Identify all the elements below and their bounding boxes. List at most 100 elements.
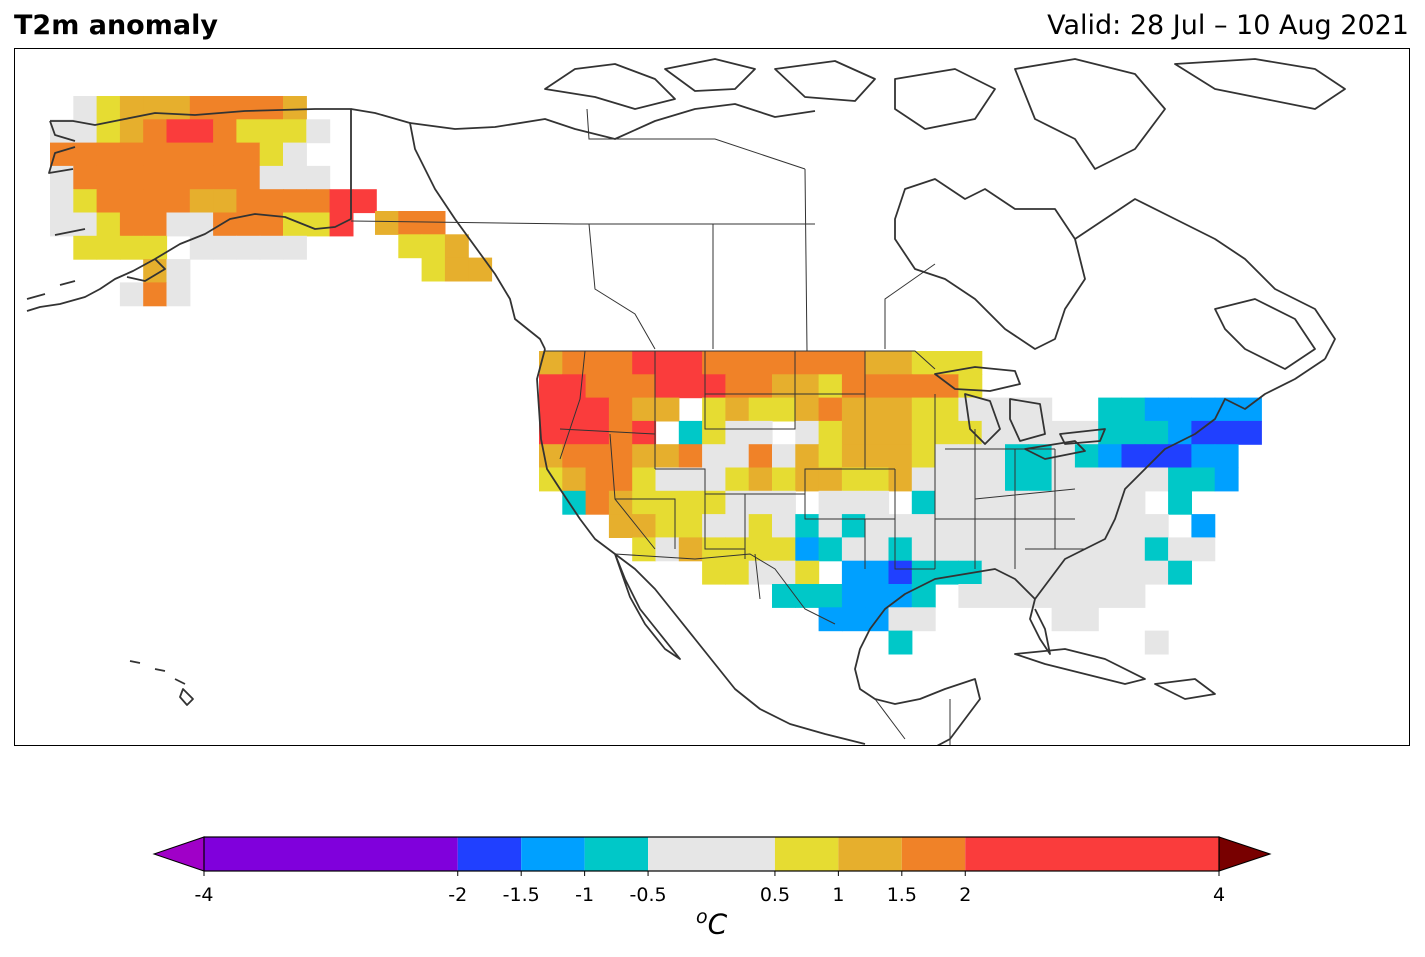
anomaly-cell bbox=[585, 420, 610, 445]
anomaly-cell bbox=[283, 165, 307, 190]
anomaly-cell bbox=[585, 351, 610, 375]
anomaly-cell bbox=[841, 351, 866, 375]
colorbar-bins bbox=[204, 837, 1219, 871]
anomaly-cell bbox=[306, 119, 331, 144]
anomaly-cell bbox=[632, 490, 657, 515]
anomaly-cell bbox=[795, 467, 820, 492]
anomaly-cell bbox=[725, 467, 750, 492]
anomaly-cell bbox=[632, 420, 657, 445]
anomaly-cell bbox=[259, 96, 284, 120]
unit-degree-symbol: o bbox=[696, 906, 708, 928]
anomaly-cell bbox=[236, 212, 261, 237]
anomaly-cell bbox=[213, 235, 237, 260]
anomaly-cell bbox=[818, 467, 843, 492]
anomaly-cell bbox=[865, 514, 890, 538]
anomaly-cell bbox=[678, 420, 703, 445]
anomaly-cell bbox=[213, 142, 237, 167]
anomaly-cell bbox=[398, 234, 423, 259]
anomaly-cell bbox=[562, 351, 587, 375]
anomaly-cell bbox=[468, 257, 493, 282]
anomaly-cell bbox=[562, 397, 587, 422]
colorbar-bin bbox=[901, 837, 966, 871]
anomaly-cell bbox=[1144, 397, 1169, 422]
anomaly-cell bbox=[1121, 514, 1146, 538]
colorbar-tick-label: 1.5 bbox=[886, 884, 917, 906]
colorbar-bin bbox=[521, 837, 585, 871]
anomaly-cell bbox=[166, 142, 191, 167]
anomaly-cell bbox=[421, 211, 446, 235]
anomaly-cell bbox=[259, 189, 284, 214]
anomaly-cell bbox=[585, 444, 610, 469]
anomaly-cell bbox=[841, 490, 866, 515]
anomaly-cell bbox=[236, 96, 261, 120]
colorbar-tick-label: 4 bbox=[1212, 884, 1226, 906]
anomaly-cell bbox=[702, 490, 726, 515]
anomaly-cell bbox=[702, 514, 726, 538]
anomaly-cell bbox=[725, 444, 750, 469]
anomaly-cell bbox=[444, 257, 469, 282]
anomaly-cell bbox=[818, 351, 843, 375]
anomaly-cell bbox=[96, 165, 121, 190]
anomaly-cell bbox=[1214, 397, 1239, 422]
anomaly-cell bbox=[678, 467, 703, 492]
anomaly-cell bbox=[306, 189, 331, 214]
anomaly-cell bbox=[213, 119, 237, 144]
anomaly-cell bbox=[748, 560, 773, 585]
anomaly-cell bbox=[96, 212, 121, 237]
anomaly-cell bbox=[748, 467, 773, 492]
anomaly-cell bbox=[189, 142, 214, 167]
colorbar-bin bbox=[457, 837, 522, 871]
anomaly-cell bbox=[1005, 467, 1029, 492]
anomaly-cell bbox=[818, 490, 843, 515]
anomaly-cell bbox=[702, 351, 726, 375]
anomaly-cell bbox=[143, 212, 168, 237]
anomaly-cell bbox=[935, 397, 959, 422]
anomaly-cell bbox=[935, 560, 959, 585]
anomaly-cell bbox=[725, 490, 750, 515]
anomaly-cell bbox=[1098, 490, 1123, 515]
anomaly-cell bbox=[259, 235, 284, 260]
anomaly-cell bbox=[1121, 397, 1146, 422]
anomaly-cell bbox=[888, 560, 913, 585]
anomaly-cell bbox=[1074, 607, 1099, 632]
anomaly-cell bbox=[143, 142, 168, 167]
anomaly-cell bbox=[73, 142, 98, 167]
anomaly-cell bbox=[772, 584, 796, 608]
anomaly-cell bbox=[748, 537, 773, 562]
anomaly-cell bbox=[1098, 514, 1123, 538]
anomaly-cell bbox=[865, 467, 890, 492]
anomaly-cell bbox=[119, 119, 144, 144]
anomaly-cell bbox=[444, 234, 469, 259]
anomaly-cell bbox=[911, 397, 936, 422]
anomaly-cell bbox=[865, 584, 890, 608]
anomaly-cell bbox=[283, 142, 307, 167]
anomaly-cell bbox=[1005, 584, 1029, 608]
anomaly-cell bbox=[1005, 444, 1029, 469]
anomaly-cell bbox=[958, 374, 983, 399]
anomaly-cell bbox=[608, 397, 633, 422]
anomaly-cell bbox=[1005, 490, 1029, 515]
anomaly-cell bbox=[608, 420, 633, 445]
anomaly-cell bbox=[236, 142, 261, 167]
anomaly-cell bbox=[911, 607, 936, 632]
anomaly-cell bbox=[562, 444, 587, 469]
anomaly-cell bbox=[259, 165, 284, 190]
anomaly-cell bbox=[702, 374, 726, 399]
anomaly-cell bbox=[50, 119, 74, 144]
anomaly-cell bbox=[166, 96, 191, 120]
anomaly-cell bbox=[1144, 467, 1169, 492]
anomaly-cell bbox=[841, 420, 866, 445]
anomaly-cell bbox=[748, 420, 773, 445]
anomaly-cell bbox=[585, 397, 610, 422]
anomaly-cell bbox=[1074, 560, 1099, 585]
anomaly-cell bbox=[748, 351, 773, 375]
anomaly-cell bbox=[1028, 514, 1053, 538]
anomaly-cell bbox=[119, 96, 144, 120]
anomaly-cell bbox=[73, 189, 98, 214]
anomaly-cell bbox=[981, 444, 1006, 469]
anomaly-cell bbox=[911, 514, 936, 538]
anomaly-cell bbox=[911, 374, 936, 399]
anomaly-cell bbox=[166, 212, 191, 237]
anomaly-cell bbox=[888, 514, 913, 538]
anomaly-cell bbox=[1005, 560, 1029, 585]
